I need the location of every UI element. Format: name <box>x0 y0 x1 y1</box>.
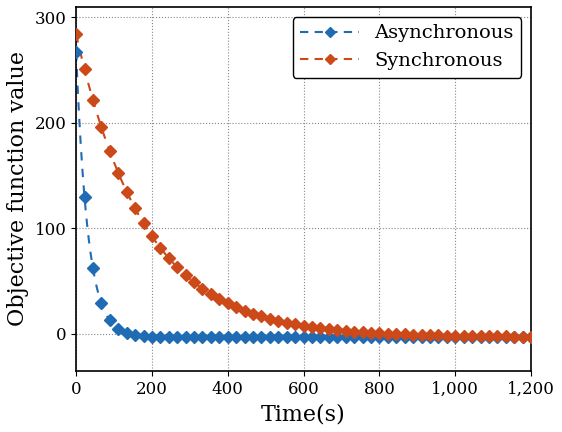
X-axis label: Time(s): Time(s) <box>261 403 346 425</box>
Synchronous <box>477 334 484 339</box>
Synchronous <box>182 273 189 278</box>
Line: Synchronous: Synchronous <box>72 30 535 341</box>
Asynchronous <box>157 334 164 340</box>
Asynchronous <box>72 50 79 55</box>
Synchronous <box>72 32 79 37</box>
Synchronous <box>528 334 534 339</box>
Synchronous <box>519 334 526 339</box>
Asynchronous <box>528 334 534 340</box>
Synchronous <box>241 308 248 313</box>
Asynchronous <box>519 334 526 340</box>
Synchronous <box>157 245 164 251</box>
Synchronous <box>123 189 130 194</box>
Legend: Asynchronous, Synchronous: Asynchronous, Synchronous <box>293 17 522 78</box>
Asynchronous <box>182 334 189 340</box>
Asynchronous <box>241 334 248 340</box>
Asynchronous <box>477 334 484 340</box>
Line: Asynchronous: Asynchronous <box>72 48 535 341</box>
Y-axis label: Objective function value: Objective function value <box>7 51 29 326</box>
Asynchronous <box>123 330 130 336</box>
